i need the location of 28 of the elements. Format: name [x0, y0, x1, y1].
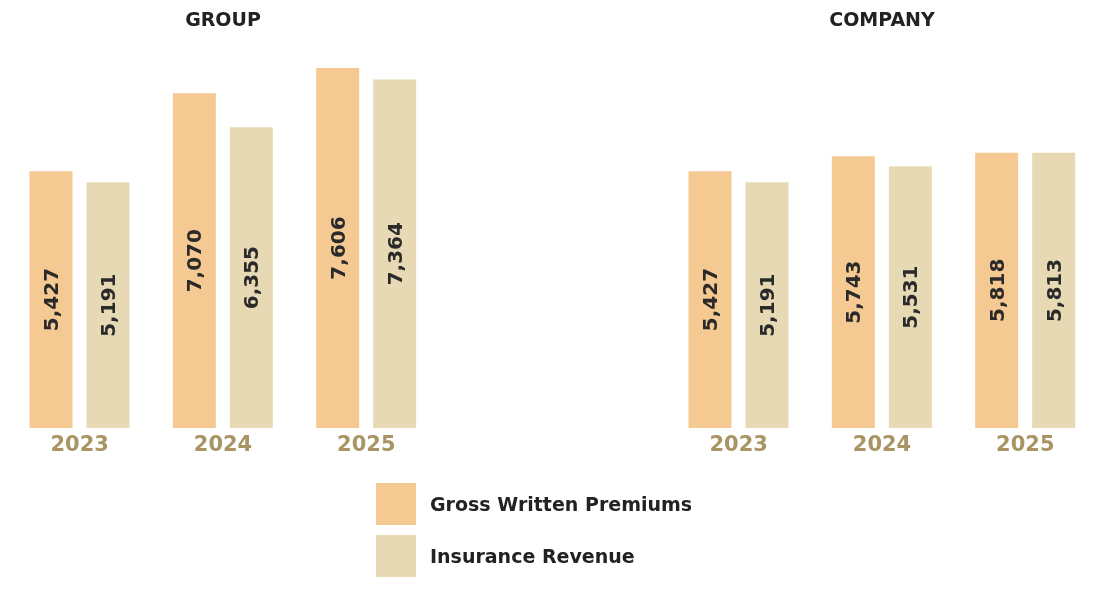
bar	[373, 79, 417, 428]
data-label: 7,606	[325, 216, 350, 280]
data-label: 7,070	[182, 229, 207, 293]
data-label: 5,427	[698, 267, 722, 332]
data-label: 6,355	[239, 245, 264, 310]
bar	[316, 68, 360, 428]
chart-title: COMPANY	[828, 8, 936, 32]
data-label: 5,813	[1041, 258, 1066, 323]
x-tick-label: 2024	[852, 431, 912, 456]
bar	[86, 182, 130, 428]
data-label: 5,191	[96, 273, 120, 337]
data-label: 5,191	[755, 273, 779, 337]
data-label: 5,427	[39, 267, 63, 332]
x-tick-label: 2025	[996, 431, 1055, 456]
x-tick-label: 2023	[709, 431, 768, 456]
data-label: 5,743	[841, 260, 866, 324]
bar	[229, 127, 273, 428]
data-label: 5,818	[984, 258, 1009, 322]
x-tick-label: 2024	[193, 431, 253, 456]
x-tick-label: 2025	[337, 431, 396, 456]
legend-label: Insurance Revenue	[430, 545, 635, 567]
x-tick-label: 2023	[50, 431, 109, 456]
data-label: 5,531	[898, 265, 923, 329]
bar	[29, 171, 73, 428]
chart-title: GROUP	[184, 8, 262, 32]
legend-label: Gross Written Premiums	[430, 493, 693, 515]
data-label: 7,364	[382, 222, 407, 286]
bar	[172, 93, 216, 428]
